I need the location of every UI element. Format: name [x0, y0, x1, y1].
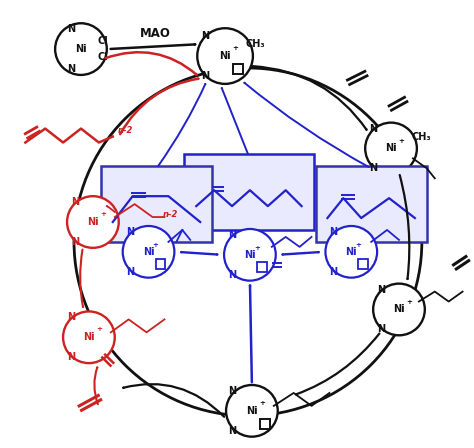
Text: Ni: Ni — [246, 406, 258, 416]
Circle shape — [74, 68, 422, 416]
Circle shape — [123, 226, 174, 278]
Text: N: N — [377, 324, 385, 334]
Text: +: + — [406, 298, 412, 305]
Text: Cl: Cl — [98, 36, 108, 46]
Text: Ni: Ni — [244, 250, 256, 260]
Text: N: N — [201, 71, 209, 81]
Text: N: N — [71, 237, 79, 247]
Text: N: N — [369, 164, 377, 173]
Circle shape — [197, 28, 253, 84]
Text: N: N — [369, 124, 377, 134]
Text: N: N — [228, 386, 236, 396]
Text: Ni: Ni — [75, 44, 87, 54]
Text: CH₃: CH₃ — [245, 39, 264, 49]
FancyBboxPatch shape — [101, 166, 212, 242]
Text: N: N — [67, 352, 75, 362]
Circle shape — [55, 23, 107, 75]
Bar — [260, 419, 270, 429]
Text: +: + — [232, 45, 238, 51]
Text: N: N — [67, 312, 75, 323]
Text: +: + — [254, 245, 260, 251]
Text: +: + — [100, 211, 106, 217]
Circle shape — [63, 311, 115, 363]
Text: N: N — [329, 227, 337, 237]
Text: N: N — [71, 197, 79, 207]
Text: Ni: Ni — [83, 332, 95, 342]
Text: n-2: n-2 — [163, 210, 178, 219]
Bar — [257, 262, 267, 271]
Text: N: N — [228, 426, 236, 436]
Text: N: N — [228, 230, 236, 240]
Text: Ni: Ni — [385, 143, 397, 154]
Text: MAO: MAO — [140, 27, 171, 40]
Text: CH₃: CH₃ — [411, 132, 431, 142]
Text: N: N — [127, 267, 135, 277]
Text: +: + — [259, 400, 265, 406]
Text: Ni: Ni — [219, 51, 231, 61]
Bar — [358, 259, 368, 269]
Text: N: N — [127, 227, 135, 237]
FancyBboxPatch shape — [316, 166, 427, 242]
Circle shape — [326, 226, 377, 278]
Text: N: N — [377, 284, 385, 295]
Text: +: + — [153, 242, 158, 248]
Text: +: + — [96, 326, 102, 332]
Bar — [155, 259, 165, 269]
FancyBboxPatch shape — [184, 155, 313, 230]
Text: N: N — [67, 24, 75, 34]
Text: Ni: Ni — [346, 247, 357, 257]
Text: Ni: Ni — [87, 217, 99, 227]
Text: +: + — [398, 138, 404, 143]
Circle shape — [224, 229, 276, 280]
Text: Ni: Ni — [143, 247, 155, 257]
Circle shape — [226, 385, 278, 437]
Text: Cl: Cl — [98, 52, 108, 62]
Text: Ni: Ni — [393, 305, 405, 314]
Text: N: N — [67, 64, 75, 74]
Bar — [233, 64, 243, 74]
Circle shape — [373, 284, 425, 335]
Text: n-2: n-2 — [118, 126, 133, 135]
Text: +: + — [356, 242, 361, 248]
Circle shape — [365, 123, 417, 174]
Circle shape — [67, 196, 119, 248]
Text: N: N — [201, 31, 209, 41]
Text: N: N — [329, 267, 337, 277]
Text: N: N — [228, 270, 236, 280]
